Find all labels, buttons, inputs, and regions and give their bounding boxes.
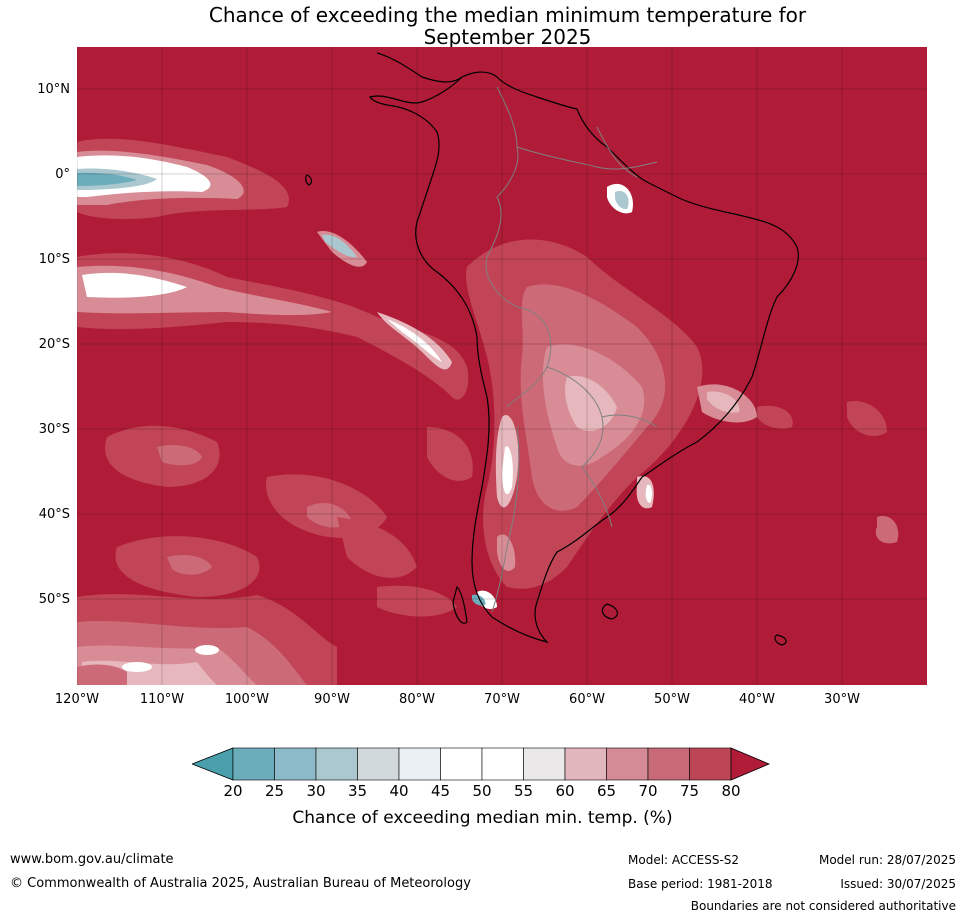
colorbar-tick-label: 25: [264, 782, 285, 800]
colorbar-segment: [315, 747, 358, 781]
southern-ocean-band: [77, 594, 337, 685]
lon-label-110w: 110°W: [139, 692, 185, 707]
lat-label-30s: 30°S: [38, 422, 70, 437]
lon-label-90w: 90°W: [314, 692, 350, 707]
model-run-text: Model run: 28/07/2025: [818, 853, 956, 867]
colorbar-tick-label: 50: [472, 782, 492, 800]
colorbar-tick-label: 35: [347, 782, 368, 800]
colorbar-segment: [481, 747, 524, 781]
model-text: Model: ACCESS-S2: [628, 853, 740, 867]
south-pacific-patches: [77, 425, 473, 685]
lat-label-10n: 10°N: [37, 82, 70, 97]
colorbar: [192, 747, 771, 781]
copyright-text: © Commonwealth of Australia 2025, Austra…: [10, 876, 471, 891]
colorbar-tick-label: 45: [430, 782, 451, 800]
issued-text: Issued: 30/07/2025: [840, 877, 956, 891]
colorbar-extend-high: [730, 747, 771, 781]
website-link[interactable]: www.bom.gov.au/climate: [10, 852, 174, 867]
colorbar-segment: [357, 747, 400, 781]
title-line-2: September 2025: [423, 25, 592, 49]
lat-label-50s: 50°S: [38, 592, 70, 607]
colorbar-segment: [440, 747, 483, 781]
lat-label-20s: 20°S: [38, 337, 70, 352]
colorbar-extend-low: [192, 747, 234, 781]
south-america-coastline: [305, 52, 799, 646]
lat-label-0: 0°: [55, 167, 70, 182]
colorbar-segment: [564, 747, 607, 781]
lon-label-60w: 60°W: [569, 692, 605, 707]
colorbar-segment: [232, 747, 275, 781]
graticule: [77, 47, 927, 685]
colorbar-tick-label: 65: [596, 782, 617, 800]
colorbar-segment: [274, 747, 317, 781]
country-borders: [485, 86, 658, 613]
title-line-1: Chance of exceeding the median minimum t…: [208, 3, 807, 27]
lon-label-100w: 100°W: [224, 692, 270, 707]
colorbar-tick-label: 75: [679, 782, 700, 800]
colorbar-segment: [689, 747, 732, 781]
lon-label-70w: 70°W: [484, 692, 520, 707]
colorbar-segment: [523, 747, 566, 781]
lon-label-40w: 40°W: [739, 692, 775, 707]
colorbar-segment: [398, 747, 441, 781]
lon-label-120w: 120°W: [54, 692, 100, 707]
lon-label-30w: 30°W: [824, 692, 860, 707]
colorbar-title: Chance of exceeding median min. temp. (%…: [292, 808, 673, 828]
equatorial-pacific-streak: [77, 138, 289, 220]
lat-label-40s: 40°S: [38, 507, 70, 522]
disclaimer-text: Boundaries are not considered authoritat…: [690, 899, 956, 913]
colorbar-tick-label: 40: [389, 782, 409, 800]
map-title: Chance of exceeding the median minimum t…: [0, 4, 965, 48]
colorbar-tick-label: 30: [306, 782, 326, 800]
colorbar-segment: [606, 747, 649, 781]
pacific-diagonal-streak: [77, 231, 469, 400]
probability-map: [77, 47, 927, 685]
colorbar-tick-label: 55: [513, 782, 534, 800]
colorbar-segment: [647, 747, 690, 781]
lon-label-50w: 50°W: [654, 692, 690, 707]
colorbar-tick-label: 70: [638, 782, 658, 800]
colorbar-tick-label: 20: [223, 782, 243, 800]
base-period-text: Base period: 1981-2018: [628, 877, 773, 891]
lat-label-10s: 10°S: [38, 252, 70, 267]
colorbar-tick-label: 60: [555, 782, 575, 800]
colorbar-tick-label: 80: [721, 782, 741, 800]
lon-label-80w: 80°W: [399, 692, 435, 707]
